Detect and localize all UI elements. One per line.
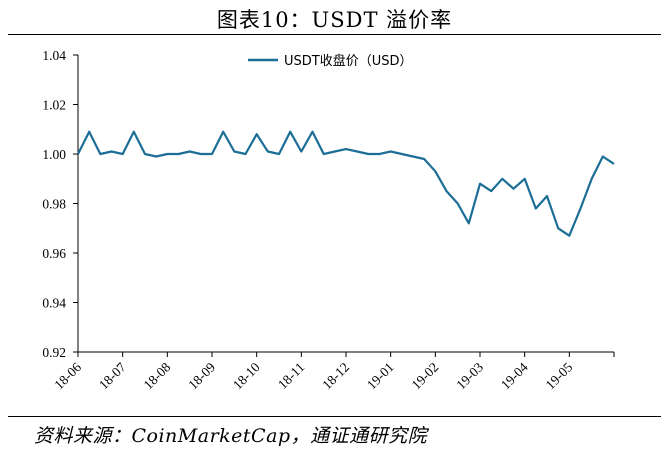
x-tick-label: 19-01 — [364, 360, 397, 393]
x-tick-label: 18-07 — [96, 359, 129, 392]
figure-title: 图表10：USDT 溢价率 — [216, 8, 453, 32]
x-tick-label: 19-02 — [409, 360, 442, 393]
y-tick-label: 0.96 — [42, 246, 66, 261]
x-axis-ticks: 18-06 18-07 18-08 18-09 18-10 18-11 18-12 19-01… — [51, 352, 615, 393]
legend: USDT收盘价（USD） — [248, 53, 413, 69]
y-tick-label: 0.98 — [42, 197, 66, 212]
legend-label: USDT收盘价（USD） — [284, 53, 413, 69]
y-tick-label: 1.02 — [42, 98, 66, 113]
y-tick-label: 0.92 — [42, 345, 66, 360]
x-tick-label: 18-10 — [230, 359, 263, 392]
y-tick-label: 0.94 — [42, 296, 66, 311]
series-line-0 — [77, 130, 615, 237]
series-layer — [77, 130, 615, 237]
y-tick-label: 1.00 — [42, 147, 66, 162]
x-tick-label: 19-04 — [498, 359, 531, 392]
source-note: 资料来源：CoinMarketCap，通证通研究院 — [34, 425, 428, 447]
source-divider — [8, 416, 661, 417]
x-tick-label: 18-09 — [185, 359, 218, 392]
x-tick-label: 18-06 — [51, 359, 84, 392]
x-tick-label: 18-12 — [319, 360, 352, 393]
title-divider — [8, 34, 661, 35]
x-tick-label: 19-05 — [543, 359, 576, 392]
x-tick-label: 19-03 — [453, 359, 486, 392]
y-tick-label: 1.04 — [42, 48, 66, 63]
y-axis-ticks: 0.92 0.94 0.96 0.98 1.00 1.02 1.04 — [42, 48, 78, 360]
x-tick-label: 18-11 — [275, 360, 308, 393]
x-tick-label: 18-08 — [141, 359, 174, 392]
